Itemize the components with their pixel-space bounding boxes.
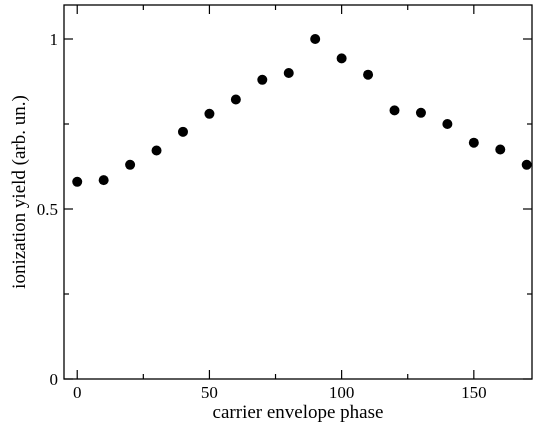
data-point bbox=[521, 159, 532, 170]
data-point bbox=[336, 53, 347, 64]
x-axis-label: carrier envelope phase bbox=[213, 402, 384, 423]
data-point bbox=[204, 108, 215, 119]
data-point bbox=[257, 74, 268, 85]
y-tick-label: 0.5 bbox=[37, 200, 58, 219]
data-point bbox=[177, 126, 188, 137]
x-tick-label: 150 bbox=[461, 383, 487, 402]
data-point bbox=[151, 145, 162, 156]
data-point bbox=[468, 137, 479, 148]
data-point bbox=[283, 68, 294, 78]
y-tick-label: 0 bbox=[50, 370, 59, 389]
y-axis-label: ionization yield (arb. un.) bbox=[9, 95, 30, 289]
x-tick-label: 100 bbox=[329, 383, 355, 402]
data-points bbox=[72, 34, 532, 187]
data-point bbox=[363, 69, 374, 80]
data-point bbox=[310, 34, 321, 44]
data-point bbox=[72, 176, 83, 187]
axis-tick-labels: 0 50 100 150 0 0.5 1 bbox=[37, 30, 487, 402]
data-point bbox=[230, 94, 241, 105]
data-point bbox=[442, 119, 453, 129]
y-tick-label: 1 bbox=[50, 30, 59, 49]
data-point bbox=[415, 107, 426, 118]
data-point bbox=[98, 175, 109, 186]
data-point bbox=[125, 159, 136, 170]
x-tick-label: 50 bbox=[201, 383, 218, 402]
data-point bbox=[495, 144, 506, 155]
data-point bbox=[389, 105, 400, 116]
x-tick-label: 0 bbox=[73, 383, 82, 402]
plot-frame bbox=[63, 4, 533, 380]
axis-ticks bbox=[64, 5, 532, 380]
